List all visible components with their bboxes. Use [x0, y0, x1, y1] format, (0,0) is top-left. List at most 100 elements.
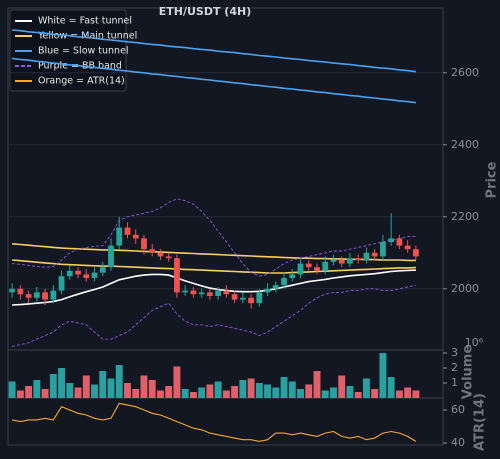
candle-body	[17, 288, 24, 295]
volume-bar	[156, 390, 164, 398]
candle-body	[322, 261, 329, 271]
candle-body	[380, 242, 386, 257]
volume-bar	[115, 365, 123, 398]
candle-body	[289, 274, 296, 278]
legend-box	[9, 9, 127, 92]
indicator-line	[12, 198, 416, 277]
candle-body	[347, 258, 353, 264]
candle-body	[338, 260, 345, 264]
candle-body	[174, 258, 180, 293]
y-tick-label: 2000	[451, 282, 479, 295]
volume-bar	[206, 384, 214, 398]
candle-body	[91, 272, 98, 278]
volume-bar	[165, 386, 173, 398]
volume-bar	[82, 375, 90, 398]
volume-bar	[305, 384, 313, 398]
candle-body	[182, 290, 189, 293]
volume-bar	[239, 380, 247, 398]
candle-body	[165, 256, 172, 259]
candle-body	[33, 292, 40, 298]
frame	[7, 7, 444, 446]
volume-bar	[321, 390, 329, 398]
candle-body	[149, 249, 156, 253]
legend-label: White = Fast tunnel	[38, 16, 132, 27]
volume-bar	[198, 387, 206, 398]
volume-bar	[189, 392, 197, 398]
line	[11, 402, 417, 442]
volume-bar	[74, 387, 82, 398]
volume-bar	[148, 380, 156, 398]
volume-bar	[371, 389, 379, 398]
candle-body	[50, 290, 57, 300]
chart-title: ETH/USDT (4H)	[159, 5, 251, 18]
candle-body	[9, 288, 16, 293]
candle-body	[58, 276, 65, 291]
volume-bar	[272, 387, 280, 398]
volume-bar	[222, 390, 230, 398]
candle-body	[99, 267, 106, 273]
candle-body	[256, 292, 263, 304]
candle-body	[314, 267, 320, 271]
volume-bar	[346, 386, 354, 398]
candle-body	[25, 294, 32, 298]
volume-bar	[91, 384, 98, 398]
candle-body	[66, 270, 73, 277]
candle-body	[404, 245, 411, 250]
volume-bar	[99, 371, 107, 398]
volume-bar	[313, 371, 321, 398]
y-axis-label: Volume	[461, 345, 476, 400]
indicator-line	[12, 269, 416, 306]
volume-bar	[387, 377, 395, 398]
volume-bar	[264, 384, 272, 398]
legend: White = Fast tunnel Yellow = Main tunnel B…	[9, 9, 137, 92]
volume-bar	[33, 380, 41, 398]
volume-bar	[247, 378, 255, 398]
volume-bar	[354, 392, 362, 398]
candle-body	[108, 245, 114, 268]
legend-label: Blue = Slow tunnel	[38, 46, 129, 57]
volume-bar	[58, 368, 66, 398]
volume-bar	[379, 353, 387, 398]
volume-bar	[124, 383, 131, 398]
candle-body	[248, 297, 254, 304]
volume-bar	[132, 389, 140, 398]
candle-body	[206, 292, 213, 296]
candle-body	[132, 234, 139, 239]
volume-bar	[362, 378, 370, 398]
candle-body	[396, 238, 403, 246]
y-tick-label: 40	[451, 436, 465, 449]
volume-bar	[49, 374, 57, 398]
indicator-line	[12, 284, 416, 347]
volume-bar	[214, 381, 222, 398]
candle-body	[198, 292, 205, 295]
candle-body	[124, 227, 131, 235]
volume-bar	[395, 390, 403, 398]
y-tick-label: 60	[451, 403, 465, 416]
volume-bar	[140, 375, 148, 398]
candle-body	[281, 278, 287, 286]
axis-offset-label: 10⁶	[465, 336, 484, 349]
indicator-line	[12, 259, 416, 274]
volume-bar	[412, 390, 420, 398]
candle-body	[190, 290, 197, 295]
candle-body	[355, 258, 362, 260]
candle-body	[83, 274, 90, 278]
candle-body	[157, 252, 164, 257]
y-tick-label: 2200	[451, 210, 479, 223]
y-tick-label: 1	[451, 376, 458, 389]
candle-body	[412, 249, 419, 257]
candle-body	[264, 288, 271, 293]
y-tick-label: 2	[451, 361, 458, 374]
candle-body	[141, 238, 147, 250]
volume-bar	[173, 366, 181, 398]
candle-body	[215, 290, 222, 296]
candle-body	[239, 297, 246, 300]
legend-label: Orange = ATR(14)	[38, 76, 125, 87]
volume-bar	[25, 386, 33, 398]
candle-body	[330, 260, 337, 262]
y-axis-label: ATR(14)	[473, 393, 488, 451]
candle-body	[272, 285, 279, 289]
candle-body	[371, 252, 378, 257]
y-tick-label: 3	[451, 346, 458, 359]
